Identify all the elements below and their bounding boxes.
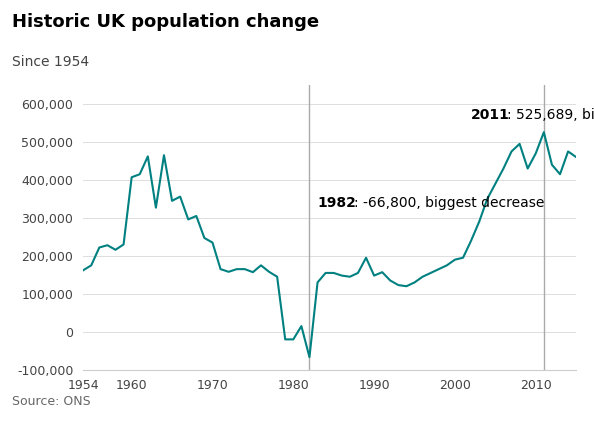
Text: : 525,689, biggest increase: : 525,689, biggest increase [507, 108, 594, 122]
Text: 2011: 2011 [471, 108, 510, 122]
Text: : -66,800, biggest decrease: : -66,800, biggest decrease [354, 196, 544, 210]
Text: 1982: 1982 [318, 196, 356, 210]
Text: Source: ONS: Source: ONS [12, 395, 90, 408]
Text: Historic UK population change: Historic UK population change [12, 13, 319, 31]
Text: Since 1954: Since 1954 [12, 55, 89, 69]
